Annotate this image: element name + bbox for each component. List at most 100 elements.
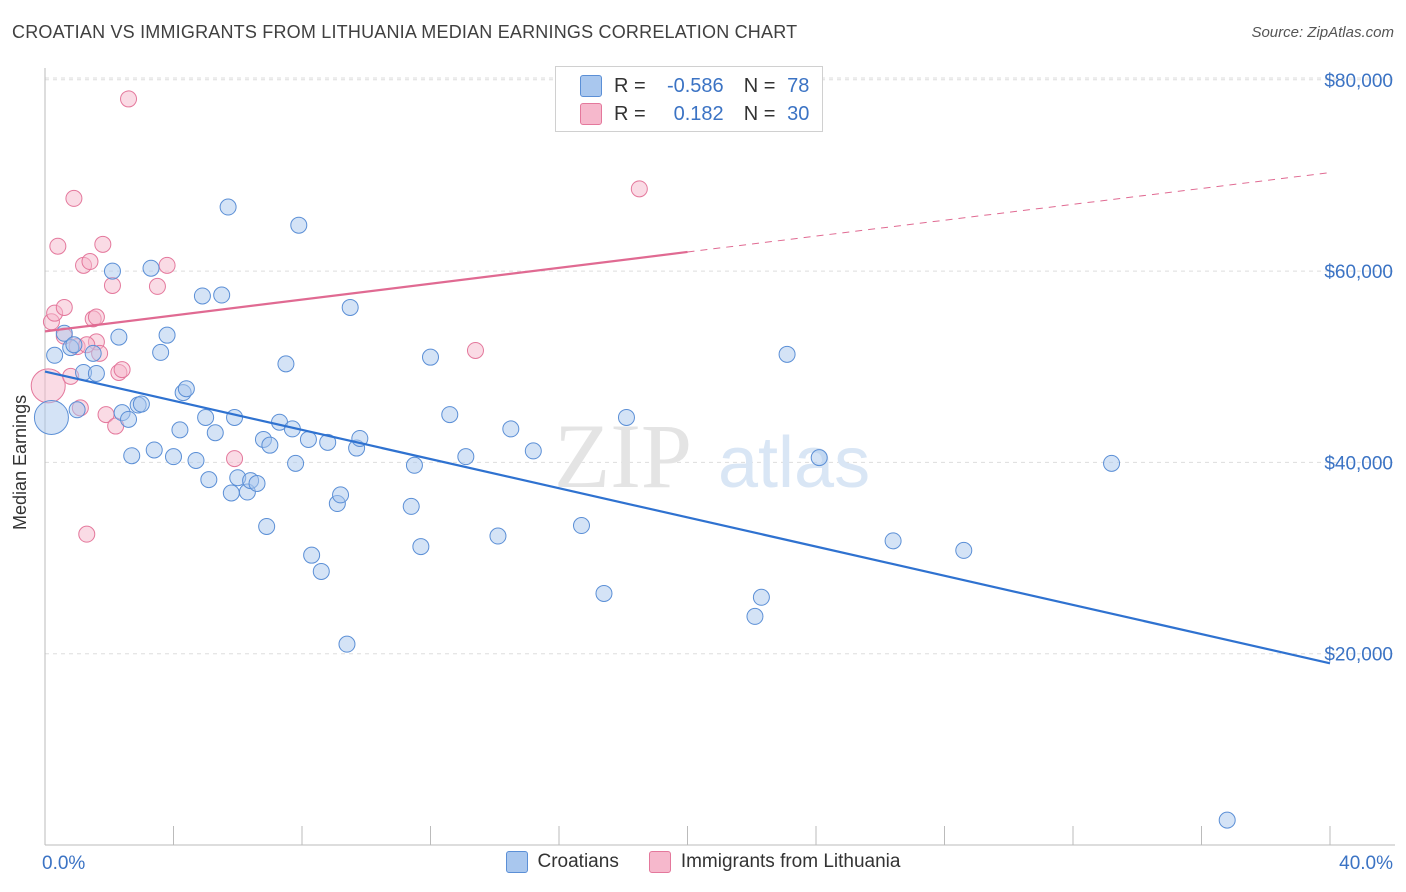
croatian-point — [405, 456, 423, 474]
croatian-point — [1218, 811, 1236, 829]
croatian-point — [110, 328, 128, 346]
watermark: ZIP atlas — [554, 405, 870, 507]
croatian-point — [158, 326, 176, 344]
croatian-point — [68, 401, 86, 419]
croatian-point — [457, 448, 475, 466]
croatian-point — [955, 541, 973, 559]
croatian-point — [222, 484, 240, 502]
croatian-point — [248, 474, 266, 492]
y-tick-label: $40,000 — [1324, 453, 1393, 474]
croatian-point — [219, 198, 237, 216]
croatian-point — [502, 420, 520, 438]
legend-r-value: -0.586 — [666, 74, 724, 97]
croatian-point — [33, 399, 69, 435]
legend-swatch-pink — [580, 103, 602, 125]
croatian-point — [165, 448, 182, 466]
croatian-point — [489, 527, 507, 545]
lithuania-point — [65, 189, 83, 207]
croatian-point — [123, 447, 141, 465]
croatian-point — [1103, 454, 1121, 472]
croatian-point — [87, 364, 105, 382]
watermark-atlas: atlas — [718, 423, 870, 503]
lithuania-point — [55, 298, 73, 316]
croatian-point — [595, 584, 613, 602]
croatian-point — [84, 344, 102, 362]
croatian-point — [200, 471, 218, 489]
series-swatch-pink — [648, 851, 671, 873]
gridlines — [45, 77, 1395, 655]
series-label: Croatians — [537, 851, 619, 872]
croatian-point — [299, 430, 317, 448]
lithuania-point — [120, 90, 138, 108]
series-legend-lithuania: Immigrants from Lithuania — [648, 851, 901, 873]
croatian-point — [312, 562, 330, 580]
croatian-point — [187, 451, 205, 469]
legend-n-value: 30 — [787, 102, 810, 125]
croatian-point — [177, 380, 195, 398]
x-tick-label: 0.0% — [42, 853, 85, 874]
lithuania-point — [113, 361, 131, 379]
croatian-point — [226, 408, 244, 426]
series-swatch-blue — [505, 851, 528, 873]
lithuania-point — [148, 277, 166, 295]
croatian-point — [213, 286, 231, 304]
croatian-point — [103, 262, 121, 280]
croatian-point — [132, 395, 150, 413]
lithuania-point — [226, 450, 244, 468]
lithuania-point — [49, 237, 67, 255]
croatian-point — [206, 424, 224, 442]
croatian-point — [884, 532, 902, 550]
lithuania-point — [466, 341, 484, 359]
croatian-point — [261, 436, 279, 454]
lithuania-point — [78, 525, 96, 543]
croatian-point — [402, 497, 420, 515]
legend-n-value: 78 — [787, 74, 810, 97]
legend-r-value: 0.182 — [673, 102, 724, 125]
croatian-point — [152, 343, 170, 361]
series-legend-croatians: Croatians — [505, 851, 619, 873]
y-tick-label: $60,000 — [1324, 262, 1393, 283]
lithuania-point — [87, 308, 105, 326]
croatian-point — [341, 298, 359, 316]
lithuania-trend-line — [44, 250, 688, 333]
lithuania-point — [630, 180, 648, 198]
croatian-point — [810, 449, 828, 467]
series-legend: Croatians Immigrants from Lithuania — [0, 851, 1406, 873]
x-tick-label: 40.0% — [1339, 853, 1393, 874]
lithuania-point — [158, 256, 176, 274]
croatian-point — [120, 410, 138, 428]
lithuania-trend-extension — [687, 172, 1331, 253]
croatian-point — [142, 259, 160, 277]
series-label: Immigrants from Lithuania — [680, 851, 901, 872]
tick-labels: $20,000 $40,000 $60,000 $80,000 0.0% 40.0% — [42, 71, 1393, 874]
legend-n-label: N = — [743, 102, 776, 125]
croatian-point — [752, 588, 770, 606]
croatian-point — [617, 408, 635, 426]
legend-row-lithuania: R = 0.182 N = 30 — [580, 100, 809, 128]
croatian-point — [524, 442, 542, 460]
trend-lines — [44, 172, 1331, 665]
croatian-point — [441, 406, 459, 424]
croatian-point — [422, 348, 439, 366]
croatian-point — [746, 607, 764, 625]
legend-r-label: R = — [614, 102, 646, 125]
croatian-point — [332, 486, 350, 504]
croatian-point — [171, 421, 189, 439]
chart-title: CROATIAN VS IMMIGRANTS FROM LITHUANIA ME… — [12, 22, 798, 42]
croatian-point — [290, 216, 308, 234]
croatian-point — [46, 346, 64, 364]
lithuania-point — [103, 276, 121, 294]
croatian-point — [197, 408, 215, 426]
y-tick-label: $20,000 — [1324, 645, 1393, 666]
legend-row-croatians: R = -0.586 N = 78 — [580, 72, 809, 100]
axes — [44, 68, 1395, 846]
legend-swatch-blue — [580, 75, 602, 97]
lithuania-point — [81, 253, 99, 271]
croatian-point — [319, 433, 337, 451]
croatian-point — [778, 345, 796, 363]
legend-r-label: R = — [614, 74, 646, 97]
croatian-point — [145, 441, 163, 459]
croatian-point — [277, 355, 295, 373]
croatian-point — [65, 336, 83, 354]
